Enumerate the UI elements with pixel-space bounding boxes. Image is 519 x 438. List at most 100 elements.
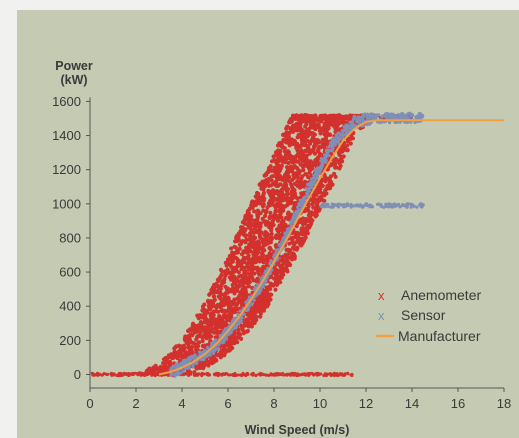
anemometer-point: [227, 275, 232, 280]
x-tick-label: 12: [359, 396, 373, 411]
anemometer-point: [250, 229, 255, 234]
anemometer-point: [295, 135, 300, 140]
anemometer-point: [345, 139, 350, 144]
anemometer-point: [314, 205, 319, 210]
anemometer-point: [267, 167, 272, 172]
sensor-point: [315, 166, 320, 170]
anemometer-point: [267, 246, 272, 251]
anemometer-point: [330, 161, 336, 166]
anemometer-point: [206, 321, 211, 327]
sensor-point: [331, 137, 335, 141]
anemometer-point: [237, 274, 242, 279]
anemometer-point: [328, 180, 334, 185]
anemometer-point: [246, 283, 251, 289]
anemometer-point: [208, 307, 213, 312]
anemometer-point: [212, 297, 217, 302]
anemometer-point: [296, 234, 301, 240]
anemometer-point: [214, 328, 219, 333]
anemometer-point: [296, 373, 300, 377]
anemometer-point: [266, 299, 271, 304]
anemometer-point: [275, 175, 280, 180]
sensor-point: [325, 151, 329, 155]
anemometer-point: [233, 268, 239, 273]
anemometer-point: [295, 148, 300, 153]
anemometer-point: [318, 145, 323, 150]
sensor-point: [355, 119, 359, 123]
sensor-point: [319, 204, 323, 208]
anemometer-point: [265, 254, 270, 259]
anemometer-point: [242, 265, 247, 270]
anemometer-point: [310, 131, 315, 136]
sensor-point: [348, 124, 352, 128]
sensor-point: [396, 113, 400, 117]
anemometer-point: [290, 138, 295, 143]
sensor-point: [409, 202, 413, 206]
anemometer-point: [243, 233, 248, 238]
anemometer-point: [287, 250, 292, 256]
anemometer-point: [250, 271, 256, 276]
sensor-point: [371, 113, 375, 117]
legend: x Anemometer x Sensor Manufacturer: [376, 287, 481, 344]
anemometer-point: [302, 141, 307, 146]
anemometer-point: [301, 168, 306, 173]
x-tick-label: 0: [86, 396, 93, 411]
sensor-point: [289, 219, 293, 224]
anemometer-point: [239, 336, 244, 341]
anemometer-point: [289, 164, 294, 170]
anemometer-point: [246, 267, 251, 272]
anemometer-point: [260, 185, 265, 190]
anemometer-point: [303, 235, 308, 240]
sensor-point: [249, 302, 253, 306]
sensor-point: [341, 204, 345, 209]
x-axis-title: Wind Speed (m/s): [245, 423, 350, 437]
sensor-point: [202, 357, 206, 361]
anemometer-point: [200, 373, 204, 377]
anemometer-point: [241, 331, 246, 336]
anemometer-point: [319, 119, 324, 124]
anemometer-point: [232, 374, 236, 377]
anemometer-point: [272, 270, 277, 275]
anemometer-point: [290, 142, 295, 147]
anemometer-point: [289, 168, 294, 173]
sensor-point: [173, 374, 177, 378]
anemometer-point: [241, 255, 246, 260]
anemometer-point: [232, 297, 237, 302]
anemometer-point: [196, 373, 200, 377]
anemometer-point: [238, 241, 243, 247]
anemometer-point: [186, 328, 191, 333]
anemometer-point: [217, 288, 222, 293]
anemometer-point: [269, 228, 274, 233]
sensor-point: [352, 204, 356, 208]
anemometer-point: [338, 120, 343, 125]
sensor-point: [387, 112, 391, 117]
anemometer-point: [277, 197, 282, 202]
anemometer-point: [287, 126, 293, 131]
anemometer-point: [136, 372, 140, 376]
anemometer-point: [285, 149, 291, 154]
anemometer-point: [140, 372, 144, 376]
anemometer-point: [285, 259, 290, 264]
axes-layer: 0 2 4 6 8 10 12 14 16 18 0 200 400 600 800 1000 1200 1400…: [52, 94, 511, 411]
sensor-point: [350, 120, 354, 124]
anemometer-point: [215, 353, 220, 358]
anemometer-point: [227, 346, 232, 351]
anemometer-point: [313, 116, 318, 121]
sensor-point: [259, 288, 263, 292]
sensor-point: [210, 341, 214, 345]
anemometer-point: [96, 371, 99, 375]
sensor-point: [330, 148, 334, 152]
anemometer-point: [262, 296, 267, 301]
anemometer-point: [308, 219, 313, 224]
sensor-point: [193, 353, 197, 357]
anemometer-point: [241, 291, 246, 296]
sensor-point: [415, 205, 419, 209]
anemometer-point: [158, 364, 163, 369]
anemometer-point: [289, 182, 294, 187]
anemometer-point: [223, 284, 228, 289]
sensor-point: [334, 136, 338, 140]
anemometer-point: [326, 186, 331, 191]
anemometer-point: [237, 279, 242, 284]
sensor-point: [320, 162, 324, 166]
sensor-point: [315, 170, 319, 175]
anemometer-point: [236, 373, 240, 377]
